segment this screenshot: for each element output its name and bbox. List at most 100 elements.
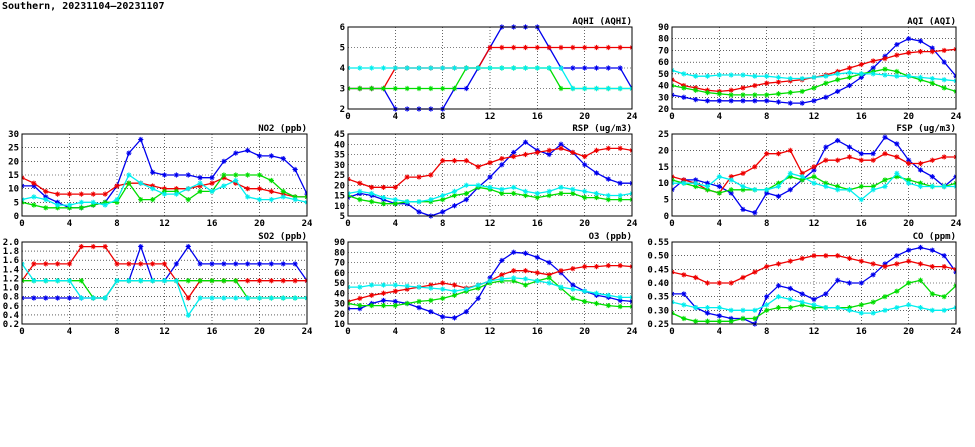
aqi-point <box>728 92 734 98</box>
fsp-point <box>681 180 687 186</box>
fsp-point <box>906 157 912 163</box>
so2-line-cyan <box>22 263 307 317</box>
fsp-point <box>870 183 876 190</box>
aqi-point <box>929 45 935 51</box>
no2-xtick-label: 24 <box>302 219 313 229</box>
aqi-point <box>764 98 770 104</box>
fsp-point <box>787 174 793 180</box>
aqi-xtick-label: 12 <box>809 112 820 122</box>
rsp-point <box>582 162 588 168</box>
aqi-point <box>764 92 770 98</box>
no2-point <box>90 202 96 208</box>
o3-point <box>440 314 446 320</box>
no2-point <box>209 175 215 181</box>
so2-point <box>268 295 274 301</box>
o3-point <box>499 272 505 278</box>
co-point <box>894 253 900 259</box>
aqi-point <box>835 77 841 83</box>
co-ytick-label: 0.35 <box>647 293 669 303</box>
rsp-point <box>416 174 422 180</box>
rsp-point <box>558 141 564 147</box>
aqhi-point <box>605 85 611 92</box>
fsp-xtick-label: 0 <box>669 219 674 229</box>
so2-point <box>268 261 274 267</box>
o3-point <box>546 275 552 281</box>
co-point <box>775 283 782 289</box>
aqi-series-cyan <box>672 67 956 84</box>
no2-point <box>221 183 227 189</box>
co-series-blue <box>672 244 956 327</box>
co-point <box>752 315 758 322</box>
co-point <box>799 299 805 305</box>
o3-ytick-label: 40 <box>334 289 345 299</box>
fsp-point <box>704 187 711 193</box>
co-point <box>681 315 687 322</box>
o3-point <box>570 266 576 272</box>
fsp-plot-frame <box>671 133 957 217</box>
aqhi-point <box>570 65 576 71</box>
fsp-point <box>811 180 817 186</box>
no2-point <box>292 194 298 200</box>
no2-point <box>221 175 227 181</box>
aqhi-point <box>617 85 623 92</box>
rsp-point <box>357 188 363 194</box>
co-point <box>917 277 924 283</box>
rsp-ytick-label: 30 <box>334 161 345 171</box>
rsp-point <box>463 158 469 164</box>
aqi-point <box>846 74 853 80</box>
so2-point <box>138 261 144 267</box>
o3-point <box>605 302 611 309</box>
no2-point <box>173 186 179 192</box>
aqhi-point <box>440 85 446 92</box>
co-point <box>799 255 805 261</box>
rsp-point <box>617 192 623 199</box>
o3-point <box>380 282 387 288</box>
no2-point <box>197 175 203 181</box>
aqi-xtick-label: 20 <box>903 112 914 122</box>
rsp-title: RSP (ug/m3) <box>572 124 632 134</box>
aqi-point <box>740 72 746 78</box>
so2-point <box>78 278 84 284</box>
o3-point <box>593 264 600 270</box>
co-point <box>799 291 805 297</box>
no2-xtick-label: 20 <box>254 219 265 229</box>
aqi-ytick-label: 80 <box>658 35 669 45</box>
so2-ytick-label: 0.6 <box>3 302 19 312</box>
so2-point <box>102 295 108 301</box>
co-point <box>906 280 912 286</box>
no2-ytick-label: 30 <box>8 130 19 140</box>
no2-point <box>43 197 49 203</box>
aqi-point <box>716 91 722 97</box>
so2-point <box>280 295 286 301</box>
aqhi-point <box>593 85 600 92</box>
fsp-chart: FSP (ug/m3) 0 5 10 15 20 25 0 4 8 12 16 20 24 <box>658 124 962 229</box>
no2-point <box>43 188 49 194</box>
aqhi-point <box>463 65 469 71</box>
co-point <box>681 302 687 308</box>
co-xtick-label: 20 <box>903 327 914 337</box>
aqi-series-blue <box>672 36 956 106</box>
aqhi-xtick-label: 16 <box>532 112 543 122</box>
o3-point <box>522 250 529 256</box>
aqhi-point <box>593 44 600 51</box>
no2-point <box>43 205 49 211</box>
no2-point <box>31 194 37 200</box>
no2-point <box>126 150 132 156</box>
aqi-point <box>728 98 734 104</box>
so2-chart: SO2 (ppb) 0.20.40.60.81.01.21.41.61.82.0 0… <box>3 232 313 337</box>
o3-point <box>487 275 493 281</box>
co-point <box>799 302 805 308</box>
aqhi-point <box>487 44 493 51</box>
fsp-point <box>882 183 888 190</box>
no2-point <box>173 191 179 197</box>
so2-point <box>43 278 49 284</box>
o3-point <box>546 280 552 286</box>
co-point <box>787 296 793 302</box>
o3-ytick-label: 80 <box>334 248 345 258</box>
aqi-point <box>716 98 722 104</box>
no2-point <box>150 197 156 203</box>
fsp-point <box>693 180 699 186</box>
co-plot-frame <box>671 241 957 325</box>
no2-point <box>280 194 286 200</box>
